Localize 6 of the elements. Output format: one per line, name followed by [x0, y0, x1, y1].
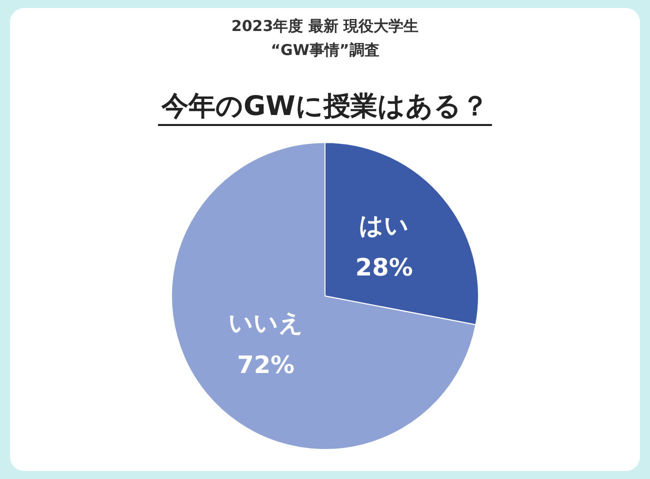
- chart-subtitle: 2023年度 最新 現役大学生 “GW事情”調査: [231, 17, 419, 59]
- slice-label: はい: [359, 211, 410, 240]
- slice-label: いいえ: [228, 309, 304, 338]
- chart-title: 今年のGWに授業はある？: [158, 91, 492, 126]
- data-label: 72%: [237, 351, 295, 380]
- data-label: 28%: [355, 253, 413, 282]
